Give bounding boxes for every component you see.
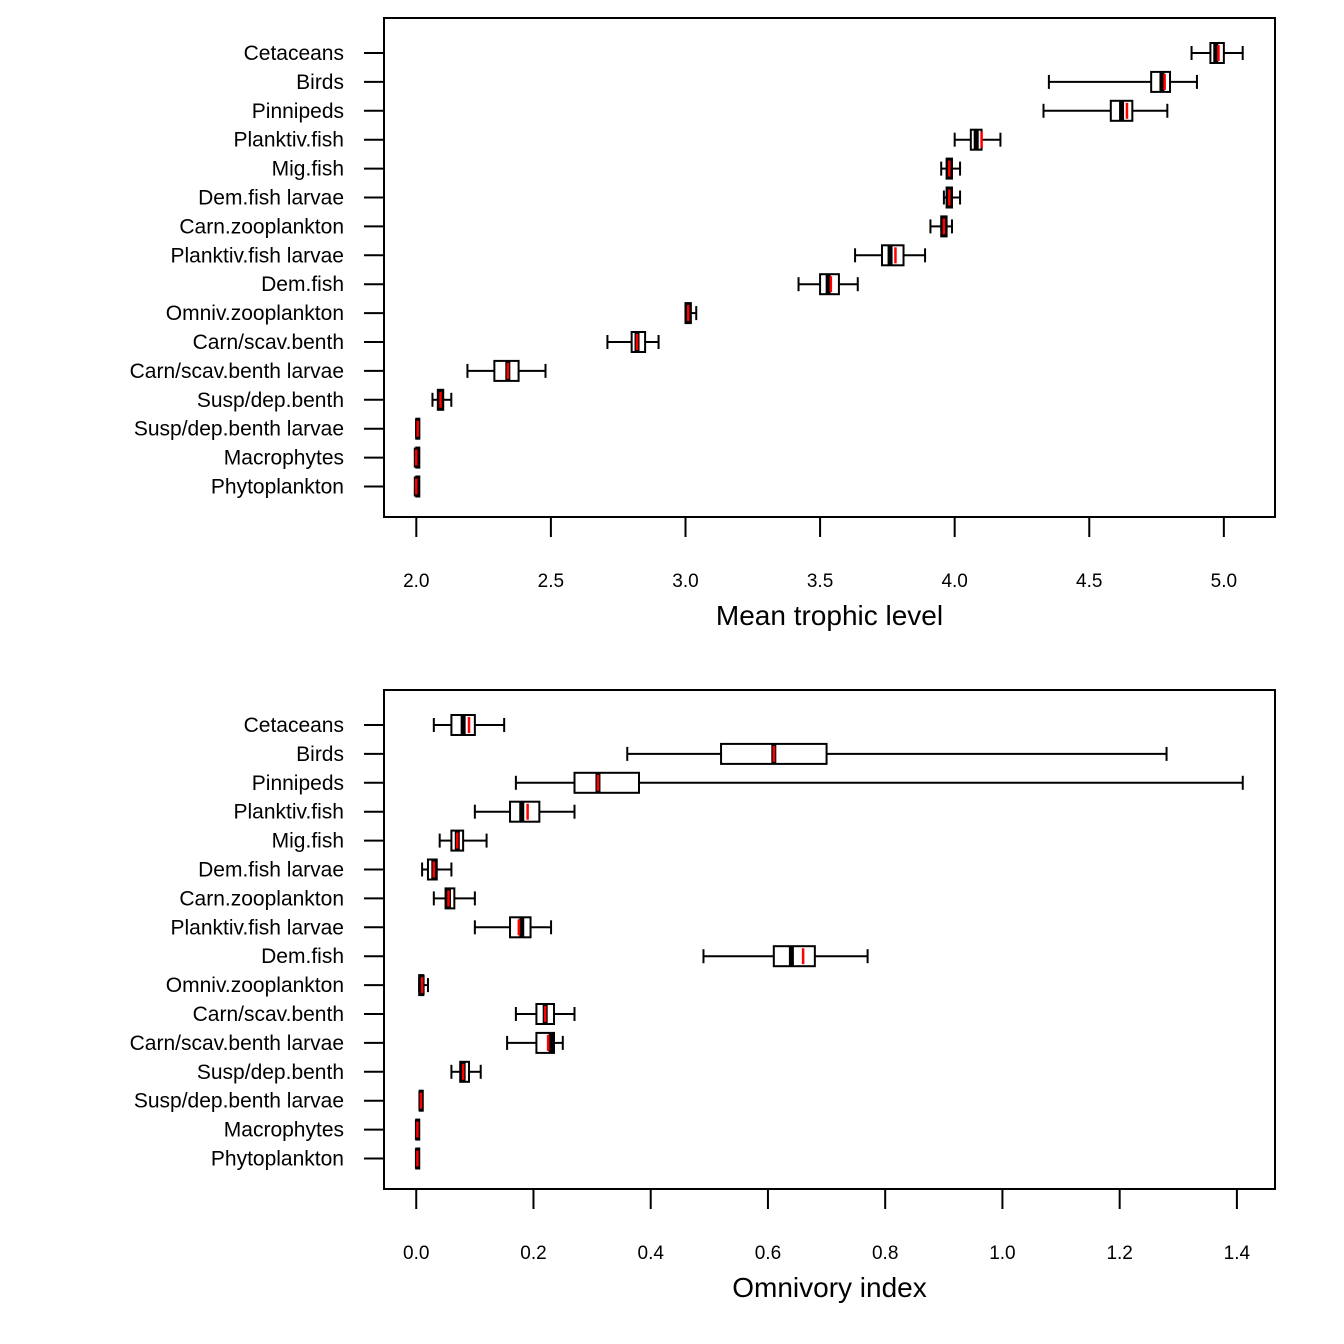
box-macrophytes [413, 446, 421, 469]
box-susp-dep-benth-larvae [418, 1089, 424, 1112]
omnivory-index-panel: 0.0 0.2 0.4 0.6 0.8 1.0 1.2 1.4 Omnivory index Ce… [130, 689, 1276, 1303]
x-tick-label: 4.5 [1076, 571, 1102, 592]
y-category-label: Planktiv.fish larvae [170, 916, 344, 939]
y-category-label: Phytoplankton [211, 1148, 344, 1171]
x-axis-label: Mean trophic level [716, 600, 943, 631]
box-phytoplankton [414, 1147, 421, 1170]
y-category-label: Carn/scav.benth [193, 331, 344, 354]
y-category-label: Pinnipeds [252, 100, 344, 123]
y-category-label: Carn.zooplankton [179, 887, 344, 910]
y-category-label: Susp/dep.benth [197, 1061, 344, 1084]
y-category-label: Dem.fish larvae [198, 859, 344, 882]
x-tick-label: 3.0 [672, 571, 698, 592]
box-pinnipeds [1042, 99, 1169, 122]
x-tick-label: 1.4 [1224, 1243, 1251, 1264]
box-cetaceans [1190, 42, 1244, 64]
box-carn-scav-benth [514, 1003, 576, 1025]
box-carn-zooplankton [929, 215, 953, 238]
iqr-box [573, 771, 640, 794]
x-tick-label: 2.0 [403, 571, 429, 592]
y-category-label: Mig.fish [272, 158, 344, 181]
y-category-label: Omniv.zooplankton [166, 302, 344, 325]
y-category-label: Dem.fish larvae [198, 187, 344, 210]
y-category-label: Omniv.zooplankton [166, 974, 344, 997]
y-category-label: Susp/dep.benth [197, 389, 344, 412]
y-category-label: Susp/dep.benth larvae [134, 1090, 344, 1113]
box-dem-fish-larvae [421, 858, 453, 881]
y-category-label: Cetaceans [244, 714, 344, 737]
y-category-label: Pinnipeds [252, 772, 344, 795]
box-cetaceans [432, 714, 506, 736]
y-category-label: Mig.fish [272, 830, 344, 853]
box-planktiv-fish-larvae [854, 244, 927, 267]
y-category-label: Carn/scav.benth larvae [130, 360, 344, 383]
x-tick-label: 0.2 [520, 1243, 546, 1264]
box-pinnipeds [514, 771, 1244, 794]
x-tick-label: 0.0 [403, 1243, 429, 1264]
box-carn-scav-benth-larvae [506, 1031, 564, 1054]
y-category-label: Dem.fish [261, 273, 344, 296]
box-carn-scav-benth-larvae [466, 359, 547, 382]
y-category-label: Carn.zooplankton [179, 215, 344, 238]
x-tick-label: 0.8 [872, 1243, 898, 1264]
x-tick-label: 1.2 [1106, 1243, 1132, 1264]
box-carn-zooplankton [432, 887, 476, 910]
y-category-label: Birds [296, 71, 344, 94]
box-carn-scav-benth [606, 331, 660, 353]
iqr-box [880, 244, 905, 267]
y-category-label: Carn/scav.benth larvae [130, 1032, 344, 1055]
box-susp-dep-benth [431, 388, 453, 411]
box-mig-fish [438, 829, 488, 852]
box-planktiv-fish-larvae [473, 916, 553, 939]
box-mig-fish [940, 157, 962, 180]
box-susp-dep-benth-larvae [415, 417, 421, 440]
box-birds [1047, 70, 1198, 93]
y-category-label: Birds [296, 743, 344, 766]
box-birds [626, 742, 1168, 765]
box-planktiv-fish [953, 128, 1002, 151]
y-category-label: Cetaceans [244, 42, 344, 65]
x-tick-label: 0.4 [638, 1243, 665, 1264]
plot-frame [383, 17, 1276, 518]
box-susp-dep-benth [450, 1060, 482, 1083]
x-tick-label: 5.0 [1211, 571, 1237, 592]
y-category-label: Susp/dep.benth larvae [134, 418, 344, 441]
y-category-label: Planktiv.fish [234, 801, 345, 824]
x-axis-label: Omnivory index [732, 1272, 927, 1303]
box-macrophytes [414, 1118, 421, 1141]
plot-frame [383, 689, 1276, 1190]
trophic-level-panel: 2.0 2.5 3.0 3.5 4.0 4.5 5.0 Mean trophic level C… [130, 17, 1276, 631]
box-dem-fish-larvae [942, 186, 962, 209]
y-category-label: Carn/scav.benth [193, 1003, 344, 1026]
box-omniv-zooplankton [418, 974, 429, 997]
box-planktiv-fish [473, 800, 576, 823]
iqr-box [772, 945, 816, 968]
y-category-label: Planktiv.fish larvae [170, 244, 344, 267]
y-category-label: Macrophytes [224, 1119, 344, 1142]
x-tick-label: 0.6 [755, 1243, 781, 1264]
y-category-label: Phytoplankton [211, 476, 344, 499]
x-tick-label: 1.0 [989, 1243, 1015, 1264]
y-category-label: Dem.fish [261, 945, 344, 968]
box-phytoplankton [413, 475, 421, 498]
box-dem-fish [702, 945, 869, 968]
x-tick-label: 4.0 [941, 571, 967, 592]
y-category-label: Planktiv.fish [234, 129, 345, 152]
box-omniv-zooplankton [684, 302, 698, 325]
box-dem-fish [797, 273, 859, 296]
x-tick-label: 3.5 [807, 571, 833, 592]
y-category-label: Macrophytes [224, 447, 344, 470]
iqr-box [509, 800, 541, 823]
x-tick-label: 2.5 [538, 571, 564, 592]
